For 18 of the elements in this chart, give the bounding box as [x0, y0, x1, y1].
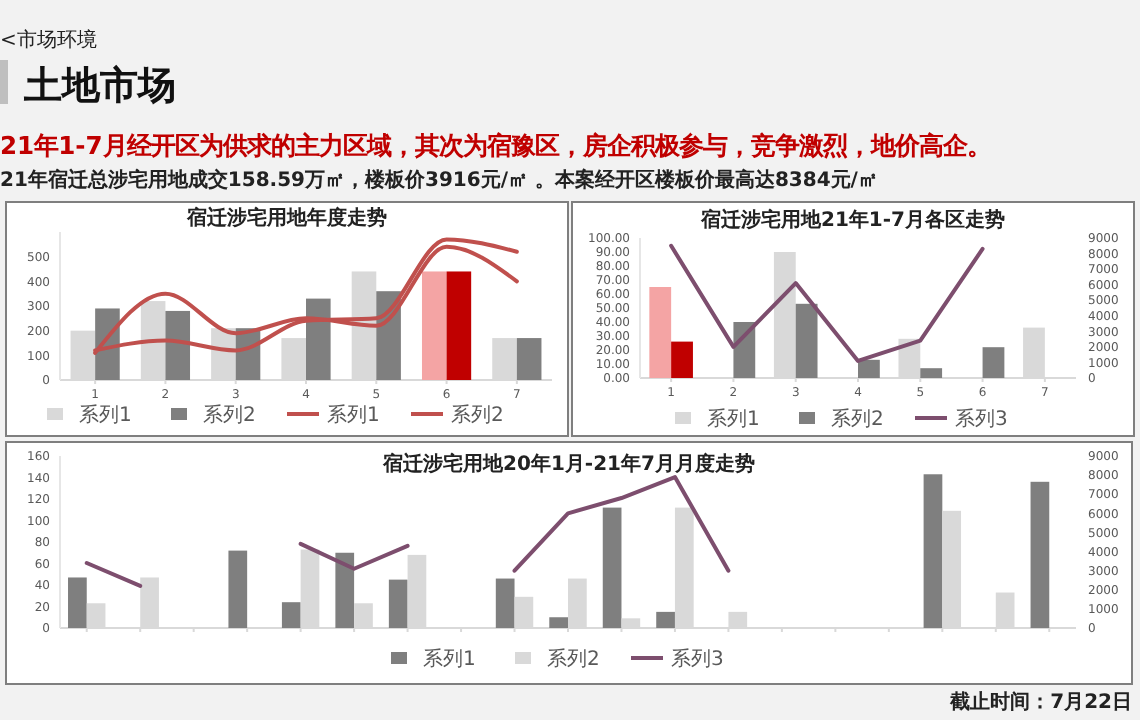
- chart-title: 宿迁涉宅用地21年1-7月各区走势: [699, 208, 1005, 232]
- legend-label: 系列1: [707, 407, 760, 431]
- text: 21年宿迁总涉宅用地成交158.59万㎡，楼板价3916元/㎡ 。本案经开区楼板价最高达8384元/㎡: [0, 168, 878, 192]
- text: 21年1-7月经开区为供求的主力区域，其次为宿豫区，房企积极参与，竞争激烈，地价高企。: [0, 132, 991, 160]
- legend-label: 系列2: [203, 403, 256, 427]
- legend-label: 系列3: [671, 647, 724, 671]
- text: 土地市场: [22, 64, 176, 108]
- legend-label: 系列3: [955, 407, 1008, 431]
- text: 截止时间：7月22日: [948, 690, 1132, 714]
- legend-label: 系列1: [423, 647, 476, 671]
- legend-label: 系列1: [327, 403, 380, 427]
- text: <市场环境: [0, 28, 97, 52]
- chart-title: 宿迁涉宅用地20年1月-21年7月月度走势: [381, 452, 755, 476]
- legend-label: 系列1: [79, 403, 132, 427]
- legend-label: 系列2: [547, 647, 600, 671]
- chart-title: 宿迁涉宅用地年度走势: [185, 206, 387, 230]
- legend-label: 系列2: [451, 403, 504, 427]
- legend-label: 系列2: [831, 407, 884, 431]
